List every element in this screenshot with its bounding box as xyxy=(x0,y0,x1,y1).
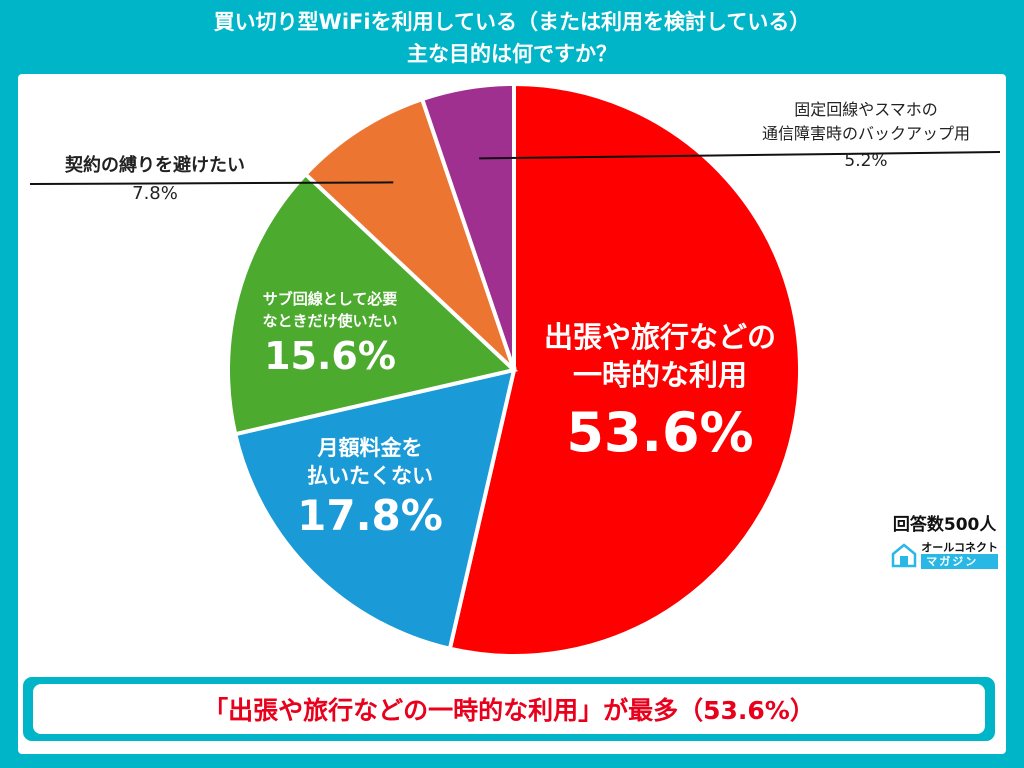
slice-value-sub-line: 15.6% xyxy=(264,334,396,378)
respondent-count: 回答数500人 xyxy=(892,515,997,535)
slice-label-travel: 出張や旅行などの 一時的な利用 53.6% xyxy=(510,318,810,466)
slice-label-contract: 契約の縛りを避けたい 7.8% xyxy=(30,154,280,210)
conclusion-text: 「出張や旅行などの一時的な利用」が最多（53.6%） xyxy=(33,684,985,734)
slice-label-monthly-fee: 月額料金を 払いたくない 17.8% xyxy=(250,434,490,542)
slice-label-backup: 固定回線やスマホの 通信障害時のバックアップ用 5.2% xyxy=(728,98,1004,176)
house-icon xyxy=(891,543,917,568)
brand-name: オールコネクト xyxy=(921,541,998,554)
slice-value-travel: 53.6% xyxy=(566,401,754,464)
slice-label-sub-line-line-1: サブ回線として必要 xyxy=(262,290,398,308)
slice-label-contract-line-1: 契約の縛りを避けたい xyxy=(65,155,245,176)
slice-value-monthly-fee: 17.8% xyxy=(297,491,443,540)
slice-label-travel-line-2: 一時的な利用 xyxy=(572,358,747,392)
conclusion-banner: 「出張や旅行などの一時的な利用」が最多（53.6%） xyxy=(20,674,998,744)
slice-value-contract: 7.8% xyxy=(132,183,178,204)
slice-contract xyxy=(302,96,516,372)
brand-sub: マガジン xyxy=(921,554,998,569)
title-line-2: 主な目的は何ですか？ xyxy=(407,42,617,66)
slice-label-sub-line: サブ回線として必要 なときだけ使いたい 15.6% xyxy=(225,288,435,380)
slice-sub-line xyxy=(226,171,519,437)
brand-logo: オールコネクト マガジン xyxy=(891,541,998,569)
chart-title: 買い切り型WiFiを利用している（または利用を検討している） 主な目的は何ですか… xyxy=(0,6,1024,70)
respondent-info: 回答数500人 オールコネクト マガジン xyxy=(891,510,998,569)
slice-label-monthly-fee-line-2: 払いたくない xyxy=(307,464,433,488)
leader-line-backup xyxy=(479,151,1001,160)
slice-label-monthly-fee-line-1: 月額料金を xyxy=(317,436,423,460)
slice-label-backup-line-2: 通信障害時のバックアップ用 xyxy=(761,124,970,143)
slice-monthly-fee xyxy=(232,367,517,652)
leader-line-contract xyxy=(29,181,394,185)
slice-label-backup-line-1: 固定回線やスマホの xyxy=(794,100,938,119)
slice-backup xyxy=(419,81,516,371)
slice-label-travel-line-1: 出張や旅行などの xyxy=(543,320,776,354)
slice-travel xyxy=(447,81,802,658)
slice-value-backup: 5.2% xyxy=(844,151,888,171)
title-line-1: 買い切り型WiFiを利用している（または利用を検討している） xyxy=(213,10,811,34)
slice-label-sub-line-line-2: なときだけ使いたい xyxy=(262,312,398,330)
